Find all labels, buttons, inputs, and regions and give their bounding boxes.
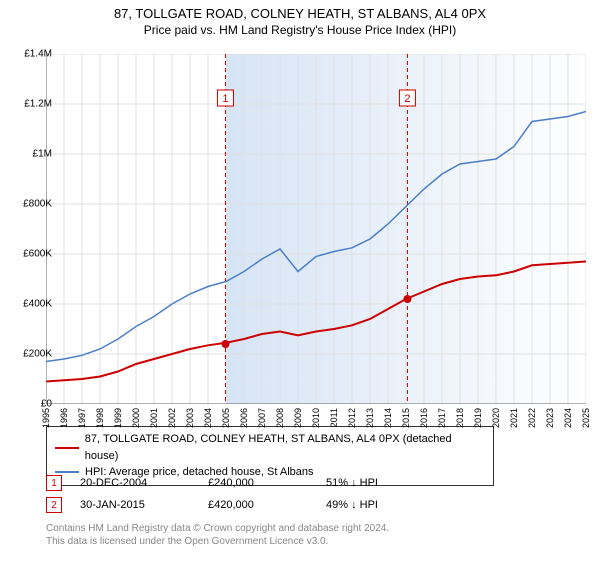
xtick-label: 1996 <box>59 408 69 428</box>
marker-badge-2: 2 <box>46 497 62 513</box>
xtick-label: 2008 <box>275 408 285 428</box>
xtick-label: 2000 <box>131 408 141 428</box>
xtick-label: 2019 <box>473 408 483 428</box>
marker-price-2: £420,000 <box>208 499 308 511</box>
marker-pct-1: 51% ↓ HPI <box>326 477 426 489</box>
marker-date-2: 30-JAN-2015 <box>80 499 190 511</box>
ytick-label: £1M <box>12 149 52 160</box>
legend-label-property: 87, TOLLGATE ROAD, COLNEY HEATH, ST ALBA… <box>85 431 485 464</box>
xtick-label: 2012 <box>347 408 357 428</box>
svg-text:2: 2 <box>404 93 410 105</box>
marker-row-2: 2 30-JAN-2015 £420,000 49% ↓ HPI <box>46 494 426 516</box>
marker-row-1: 1 20-DEC-2004 £240,000 51% ↓ HPI <box>46 472 426 494</box>
svg-text:1: 1 <box>222 93 228 105</box>
xtick-label: 2007 <box>257 408 267 428</box>
ytick-label: £400K <box>12 299 52 310</box>
xtick-label: 2016 <box>419 408 429 428</box>
ytick-label: £1.2M <box>12 99 52 110</box>
ytick-label: £600K <box>12 249 52 260</box>
xtick-label: 2001 <box>149 408 159 428</box>
footer-line-2: This data is licensed under the Open Gov… <box>46 535 389 548</box>
xtick-label: 2002 <box>167 408 177 428</box>
legend-item-property: 87, TOLLGATE ROAD, COLNEY HEATH, ST ALBA… <box>55 431 485 464</box>
xtick-label: 2011 <box>329 408 339 427</box>
footer-attribution: Contains HM Land Registry data © Crown c… <box>46 522 389 548</box>
xtick-label: 2013 <box>365 408 375 428</box>
chart-subtitle: Price paid vs. HM Land Registry's House … <box>0 23 600 37</box>
ytick-label: £800K <box>12 199 52 210</box>
xtick-label: 2015 <box>401 408 411 428</box>
xtick-label: 1997 <box>77 408 87 428</box>
xtick-label: 2003 <box>185 408 195 428</box>
footer-line-1: Contains HM Land Registry data © Crown c… <box>46 522 389 535</box>
xtick-label: 2025 <box>581 408 591 428</box>
xtick-label: 1995 <box>41 408 51 428</box>
marker-pct-2: 49% ↓ HPI <box>326 499 426 511</box>
ytick-label: £200K <box>12 349 52 360</box>
xtick-label: 2020 <box>491 408 501 428</box>
ytick-label: £1.4M <box>12 49 52 60</box>
xtick-label: 2022 <box>527 408 537 428</box>
marker-date-1: 20-DEC-2004 <box>80 477 190 489</box>
marker-price-1: £240,000 <box>208 477 308 489</box>
price-chart: 12 <box>46 54 586 404</box>
legend-swatch-property <box>55 447 79 449</box>
ytick-label: £0 <box>12 399 52 410</box>
xtick-label: 2021 <box>509 408 519 428</box>
xtick-label: 1999 <box>113 408 123 428</box>
xtick-label: 2005 <box>221 408 231 428</box>
marker-badge-1: 1 <box>46 475 62 491</box>
xtick-label: 2014 <box>383 408 393 428</box>
xtick-label: 2010 <box>311 408 321 428</box>
xtick-label: 2017 <box>437 408 447 428</box>
xtick-label: 1998 <box>95 408 105 428</box>
xtick-label: 2024 <box>563 408 573 428</box>
xtick-label: 2004 <box>203 408 213 428</box>
marker-table: 1 20-DEC-2004 £240,000 51% ↓ HPI 2 30-JA… <box>46 472 426 516</box>
xtick-label: 2018 <box>455 408 465 428</box>
xtick-label: 2023 <box>545 408 555 428</box>
chart-title-address: 87, TOLLGATE ROAD, COLNEY HEATH, ST ALBA… <box>0 6 600 21</box>
xtick-label: 2009 <box>293 408 303 428</box>
xtick-label: 2006 <box>239 408 249 428</box>
